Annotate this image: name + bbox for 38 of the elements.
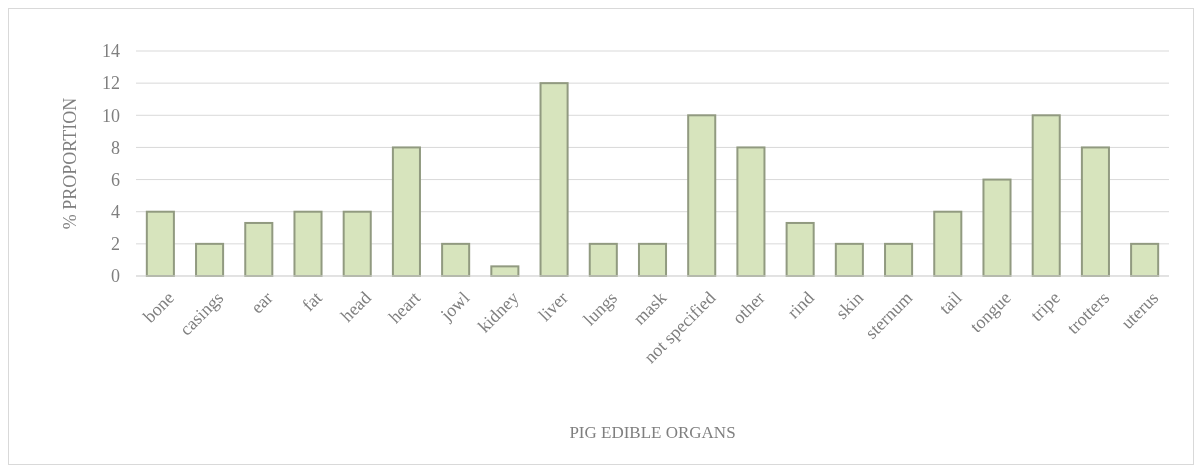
x-tick-label: skin xyxy=(831,287,868,323)
bar xyxy=(195,242,225,277)
y-tick-label: 4 xyxy=(111,202,120,223)
y-tick-label: 12 xyxy=(102,73,120,94)
bar xyxy=(736,146,766,277)
y-tick-label: 8 xyxy=(111,137,120,158)
x-axis-title: PIG EDIBLE ORGANS xyxy=(569,423,736,442)
x-tick-label: bone xyxy=(139,287,179,327)
x-tick-label: liver xyxy=(534,287,572,326)
bar xyxy=(588,242,618,277)
bar xyxy=(539,82,569,277)
bar xyxy=(834,242,864,277)
y-tick-label: 6 xyxy=(111,169,120,190)
bar xyxy=(145,210,175,277)
bar xyxy=(244,221,274,277)
y-tick-label: 10 xyxy=(102,105,120,126)
bar xyxy=(1080,146,1110,277)
bar xyxy=(1031,114,1061,277)
y-tick-label: 14 xyxy=(102,41,120,62)
bar xyxy=(884,242,914,277)
y-axis-title: % PROPORTION xyxy=(60,97,80,230)
x-tick-label: tail xyxy=(935,287,966,318)
bar xyxy=(293,210,323,277)
y-tick-label: 0 xyxy=(111,266,120,287)
bar xyxy=(342,210,372,277)
bar xyxy=(391,146,421,277)
bar xyxy=(687,114,717,277)
x-tick-label: rind xyxy=(783,287,818,323)
bar xyxy=(637,242,668,277)
x-tick-label: ear xyxy=(246,287,277,318)
x-tick-label: fat xyxy=(298,287,326,316)
bar xyxy=(785,221,815,277)
bar xyxy=(441,242,471,277)
y-tick-label: 2 xyxy=(111,234,120,255)
bar xyxy=(1130,242,1160,277)
x-tick-label: tripe xyxy=(1026,287,1064,326)
bar xyxy=(933,210,963,277)
bar xyxy=(982,178,1012,277)
